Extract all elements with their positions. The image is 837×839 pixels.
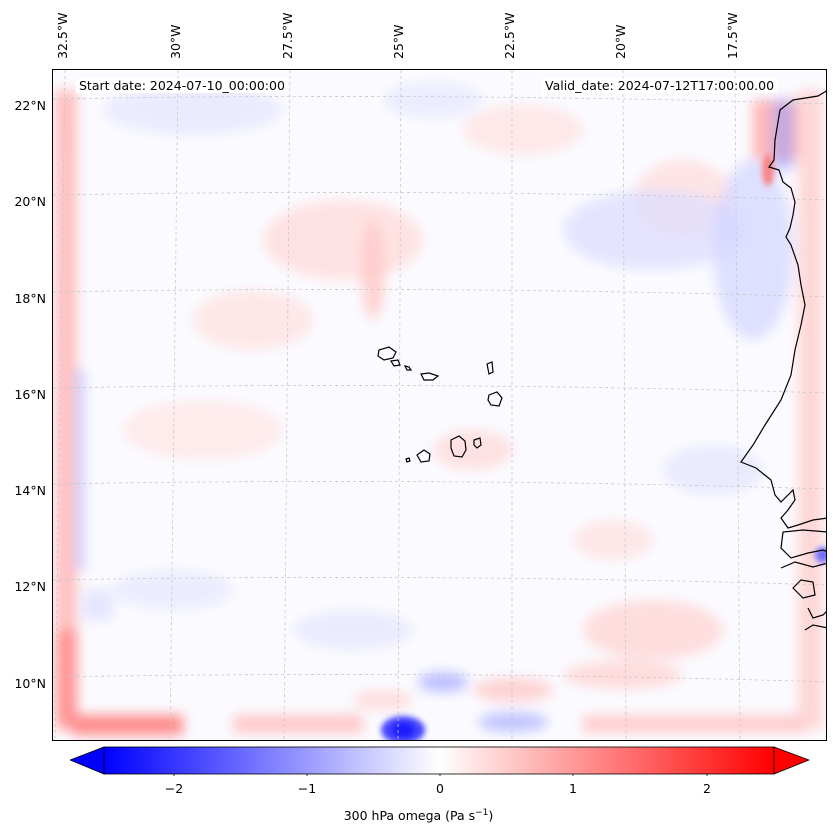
lat-label: 12°N <box>14 579 46 594</box>
lon-label: 22.5°W <box>502 12 517 59</box>
lon-label: 32.5°W <box>55 12 70 59</box>
lon-label: 17.5°W <box>725 12 740 59</box>
lat-label: 10°N <box>14 676 46 691</box>
lat-label: 16°N <box>14 387 46 402</box>
colorbar-extend-max <box>773 746 810 775</box>
colorbar-tick: −2 <box>164 781 184 796</box>
colorbar <box>70 746 810 776</box>
colorbar-tick: 0 <box>436 781 444 796</box>
lat-label: 22°N <box>14 98 46 113</box>
lat-label: 20°N <box>14 194 46 209</box>
valid-date-label: Valid_date: 2024-07-12T17:00:00.00 <box>542 78 778 93</box>
colorbar-tick: 2 <box>703 781 711 796</box>
lat-label: 18°N <box>14 291 46 306</box>
coastline <box>377 90 826 631</box>
colorbar-tick: −1 <box>297 781 317 796</box>
lon-label: 25°W <box>391 24 406 59</box>
gridlines <box>53 70 826 740</box>
map-canvas <box>53 70 826 740</box>
colorbar-body <box>103 746 775 775</box>
lon-label: 27.5°W <box>280 12 295 59</box>
lon-label: 30°W <box>168 24 183 59</box>
colorbar-label: 300 hPa omega (Pa s−1) <box>343 808 494 824</box>
colorbar-tick: 1 <box>569 781 577 796</box>
lat-label: 14°N <box>14 483 46 498</box>
lon-label: 20°W <box>613 24 628 59</box>
colorbar-extend-min <box>70 746 105 775</box>
omega-field <box>55 82 823 735</box>
start-date-label: Start date: 2024-07-10_00:00:00 <box>76 78 288 93</box>
map-panel[interactable] <box>52 69 827 741</box>
